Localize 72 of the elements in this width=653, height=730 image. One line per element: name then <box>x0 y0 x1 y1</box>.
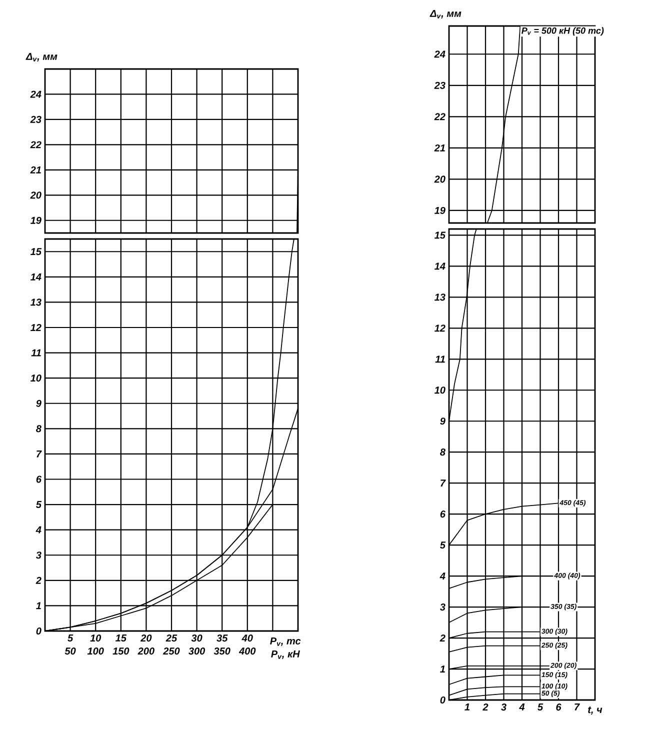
x2-tick-label: 350 <box>214 648 230 655</box>
y-tick-label: 10 <box>434 386 446 394</box>
y-tick-label: 4 <box>440 572 446 580</box>
y-tick-label: 14 <box>30 273 42 280</box>
y-axis-title: Δ$_{v}$, мм <box>26 53 58 62</box>
y-tick-label: 9 <box>36 400 42 407</box>
y-tick-label: 12 <box>434 324 446 332</box>
y-tick-label: 20 <box>434 176 446 183</box>
x-tick-label: 15 <box>115 634 127 642</box>
y-tick-label: 21 <box>30 166 41 174</box>
x-axis-title: P$_{v}$, тс <box>270 638 301 646</box>
y-tick-label: 19 <box>434 206 446 214</box>
y-tick-label: 1 <box>36 602 41 610</box>
y-tick-label: 3 <box>36 552 42 559</box>
y-tick-label: 24 <box>30 90 42 98</box>
y-tick-label: 13 <box>434 294 446 301</box>
x-tick-label: 40 <box>242 634 253 642</box>
y-tick-label: 22 <box>434 113 446 120</box>
x-tick-label: 7 <box>574 704 580 710</box>
x2-tick-label: 400 <box>238 648 256 655</box>
y-tick-label: 12 <box>30 324 42 331</box>
y-tick-label: 11 <box>435 356 445 363</box>
y-tick-label: 11 <box>31 349 41 356</box>
x2-axis-title: P$_{v}$, кН <box>271 650 300 659</box>
x-tick-label: 35 <box>216 634 228 642</box>
x2-tick-label: 100 <box>87 648 104 655</box>
x-tick-label: 6 <box>556 704 562 711</box>
y-tick-label: 15 <box>30 248 42 256</box>
x2-tick-label: 150 <box>112 648 130 655</box>
x-tick-label: 25 <box>166 634 178 642</box>
y-tick-label: 2 <box>36 576 42 584</box>
y-tick-label: 3 <box>440 604 446 611</box>
y-tick-label: 9 <box>440 418 446 425</box>
x-axis-title: t, ч <box>588 706 602 715</box>
y-tick-label: 8 <box>36 425 42 432</box>
y-tick-label: 8 <box>440 448 446 456</box>
y-tick-label: 1 <box>440 666 445 672</box>
x-tick-label: 5 <box>68 634 74 642</box>
x2-tick-label: 200 <box>138 648 154 655</box>
series-label: P$_{v}$ = 500 кН (50 тс) <box>522 27 604 36</box>
y-tick-label: 20 <box>30 192 42 199</box>
x2-tick-label: 250 <box>163 648 180 655</box>
y-tick-label: 23 <box>30 116 42 123</box>
x-tick-label: 3 <box>501 704 506 711</box>
y-tick-label: 23 <box>434 82 446 89</box>
y-tick-label: 6 <box>36 476 42 483</box>
y-tick-label: 21 <box>434 144 445 152</box>
y-tick-label: 19 <box>30 216 42 224</box>
y-tick-label: 4 <box>36 526 42 534</box>
y-tick-label: 7 <box>440 480 446 487</box>
y-tick-label: 10 <box>30 374 42 382</box>
y-tick-label: 13 <box>30 298 42 306</box>
x-tick-label: 10 <box>90 634 102 642</box>
x2-tick-label: 300 <box>188 648 206 655</box>
y-tick-label: 5 <box>440 542 446 549</box>
x-tick-label: 1 <box>464 704 470 710</box>
y-tick-label: 24 <box>434 50 446 58</box>
y-tick-label: 14 <box>434 262 446 270</box>
x-tick-label: 30 <box>191 634 202 642</box>
x-tick-label: 20 <box>140 634 152 642</box>
x-tick-label: 5 <box>538 704 544 711</box>
y-tick-label: 5 <box>36 501 42 508</box>
y-tick-label: 15 <box>434 232 446 239</box>
y-tick-label: 22 <box>30 141 42 148</box>
x2-tick-label: 50 <box>64 648 76 655</box>
y-tick-label: 7 <box>36 450 42 458</box>
x-tick-label: 4 <box>519 704 525 710</box>
y-tick-label: 6 <box>440 510 446 518</box>
y-tick-label: 0 <box>36 627 42 635</box>
y-axis-title: Δ$_{v}$, мм <box>430 10 462 18</box>
x-tick-label: 2 <box>482 704 488 711</box>
y-tick-label: 0 <box>440 696 446 704</box>
